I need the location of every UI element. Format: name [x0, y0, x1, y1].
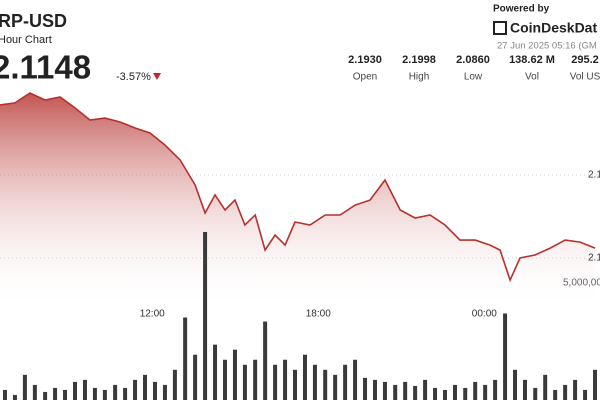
volume-bar [53, 387, 58, 400]
volume-bar [593, 369, 598, 400]
logo [493, 21, 507, 35]
price-line [0, 92, 596, 283]
symbol: RP-USD [0, 11, 67, 31]
volume-bar [523, 379, 527, 400]
change: -3.57% [116, 71, 151, 83]
volume-bar [263, 321, 268, 400]
volume-bar [443, 389, 448, 400]
volume-bar [172, 369, 177, 400]
down-arrow [153, 73, 161, 80]
stat-label: Vol [525, 72, 539, 83]
x-tick-label: 00:00 [472, 309, 497, 320]
volume-bar [63, 389, 68, 400]
volume-bar [473, 381, 478, 400]
volume-bar [503, 313, 508, 400]
volume-bar [452, 384, 457, 400]
volume-bar [343, 364, 348, 400]
volume-bar [463, 387, 468, 400]
x-tick-label: 12:00 [140, 309, 165, 320]
volume-bar [483, 384, 488, 400]
stat-value: 2.0860 [456, 54, 490, 66]
y2-tick-label: 5,000,00 [563, 278, 600, 289]
stat-value: 138.62 M [509, 54, 555, 66]
stat-value: 2.1998 [402, 54, 436, 66]
volume-bar [333, 374, 338, 400]
stat-label: Low [464, 72, 483, 83]
stat-value: 2.1930 [348, 54, 382, 66]
volume-bar [102, 389, 107, 400]
stat-label: Vol US [570, 72, 600, 83]
x-tick-label: 18:00 [306, 309, 331, 320]
volume-bar [393, 384, 398, 400]
stat-label: High [409, 72, 430, 83]
volume-bar [242, 364, 247, 400]
volume-bar [433, 387, 438, 400]
volume-bar [573, 379, 578, 400]
volume-bar [423, 379, 428, 400]
volume-bar [133, 379, 138, 400]
volume-bar [193, 354, 198, 400]
volume-bar [253, 359, 258, 400]
volume-bar [152, 381, 157, 400]
volume-bar [312, 364, 317, 400]
powered-by: Powered by [493, 4, 550, 15]
volume-bar [2, 389, 7, 400]
volume-bar [493, 379, 498, 400]
volume-bar [213, 344, 218, 400]
stats: 2.1930 Open 2.1998 High 2.0860 Low 138.62 M Vol… [348, 54, 600, 83]
volume-bar [143, 374, 148, 400]
volume-bar [533, 387, 538, 400]
volume-bar [283, 359, 288, 400]
volume-bar [113, 384, 118, 400]
stat-label: Open [353, 72, 377, 83]
y-tick-label: 2.1 [588, 253, 600, 264]
volume-bar [223, 359, 227, 400]
plot-area: 2.1 2.1 5,000,00 12:00 18:00 00:00 [0, 92, 600, 400]
volume-bar [323, 369, 328, 400]
volume-bar [403, 381, 408, 400]
volume-bar [513, 369, 518, 400]
timestamp: 27 Jun 2025 05:16 (GM [497, 41, 597, 52]
stat-value: 295.2 [571, 54, 599, 66]
volume-bar [183, 317, 188, 400]
volume-bar [273, 364, 278, 400]
volume-bar [162, 384, 167, 400]
price-area [0, 93, 596, 320]
price: 2.1148 [0, 49, 91, 86]
volume-bar [563, 384, 568, 400]
volume-bar [363, 377, 368, 400]
volume-bar [73, 381, 77, 400]
volume-bar [353, 359, 358, 400]
volume-bar [22, 374, 27, 400]
volume-bar [293, 369, 298, 400]
period: Hour Chart [0, 34, 52, 46]
volume-bar [382, 381, 387, 400]
volume-bar [543, 374, 548, 400]
volume-bar [302, 354, 307, 400]
volume-bar [232, 349, 237, 400]
volume-bar [123, 387, 128, 400]
volume-bar [373, 379, 377, 400]
volume-bar [203, 231, 208, 400]
volume-bar [553, 389, 558, 400]
brand-name: CoinDeskDat [510, 20, 597, 36]
y-tick-label: 2.1 [588, 170, 600, 181]
volume-bar [82, 379, 87, 400]
volume-bar [413, 385, 418, 400]
volume-bar [12, 394, 17, 400]
volume-bar [32, 384, 37, 400]
volume-bar [92, 387, 97, 400]
volume-bar [583, 389, 588, 400]
volume-bar [43, 391, 48, 400]
